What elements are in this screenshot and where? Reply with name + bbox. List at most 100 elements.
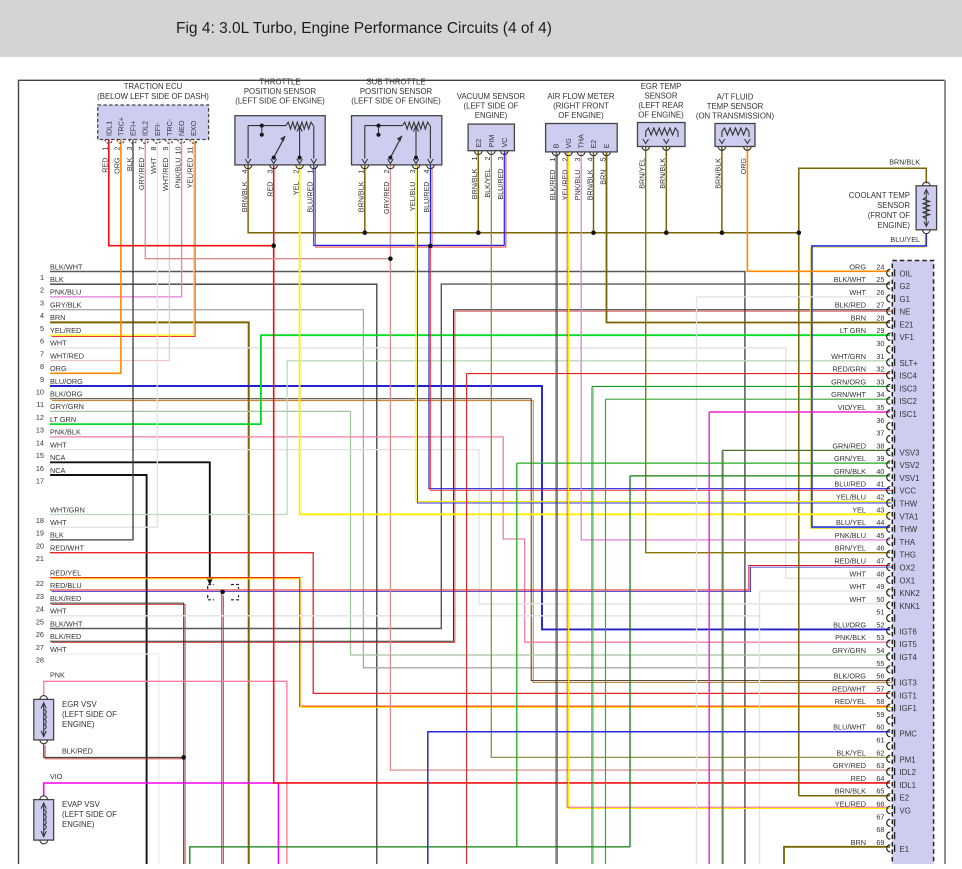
svg-text:6: 6 (40, 337, 44, 346)
svg-text:BRN: BRN (50, 313, 65, 322)
svg-text:30: 30 (876, 339, 884, 348)
svg-text:BRN: BRN (851, 838, 866, 847)
svg-text:BLK/RED: BLK/RED (62, 747, 93, 756)
svg-text:BRN/BLK: BRN/BLK (585, 169, 594, 200)
svg-text:60: 60 (876, 723, 884, 732)
svg-text:WHT: WHT (50, 339, 67, 348)
svg-text:BLK: BLK (50, 531, 64, 540)
svg-text:15: 15 (36, 451, 44, 460)
svg-text:VC: VC (500, 138, 509, 148)
svg-text:44: 44 (876, 518, 884, 527)
svg-text:4: 4 (240, 170, 249, 174)
svg-text:YEL/RED: YEL/RED (835, 800, 866, 809)
svg-text:VACUUM SENSOR: VACUUM SENSOR (457, 92, 526, 101)
svg-text:SENSOR: SENSOR (645, 92, 678, 101)
svg-text:1: 1 (306, 170, 315, 174)
svg-text:KNK1: KNK1 (900, 602, 920, 611)
svg-text:Fig 4: 3.0L Turbo, Engine Perf: Fig 4: 3.0L Turbo, Engine Performance Ci… (176, 20, 552, 37)
svg-text:GRN/BLK: GRN/BLK (834, 467, 866, 476)
svg-text:SENSOR: SENSOR (877, 201, 910, 210)
svg-text:EGR VSV: EGR VSV (62, 700, 97, 709)
svg-text:42: 42 (876, 493, 884, 502)
svg-text:PNK/BLK: PNK/BLK (835, 633, 866, 642)
svg-text:PNK/BLU: PNK/BLU (50, 288, 81, 297)
svg-text:BLK/WHT: BLK/WHT (834, 275, 867, 284)
svg-text:3: 3 (40, 298, 44, 307)
svg-text:(LEFT SIDE OF ENGINE): (LEFT SIDE OF ENGINE) (235, 97, 325, 106)
svg-text:37: 37 (876, 429, 884, 438)
svg-text:BRN: BRN (851, 314, 866, 323)
svg-text:BLK/RED: BLK/RED (835, 301, 866, 310)
svg-text:24: 24 (876, 262, 884, 271)
svg-text:A/T FLUID: A/T FLUID (717, 92, 754, 101)
svg-text:IDL2: IDL2 (900, 768, 916, 777)
svg-text:BRN/YEL: BRN/YEL (638, 158, 647, 189)
svg-text:43: 43 (876, 505, 884, 514)
svg-text:GRY/GRN: GRY/GRN (832, 646, 866, 655)
svg-text:9: 9 (161, 147, 170, 151)
svg-text:BLK/WHT: BLK/WHT (50, 619, 83, 628)
svg-text:VIO: VIO (50, 772, 63, 781)
svg-text:WHT: WHT (50, 607, 67, 616)
svg-text:RED/YEL: RED/YEL (835, 697, 866, 706)
svg-text:E1: E1 (900, 845, 910, 854)
svg-text:45: 45 (876, 531, 884, 540)
svg-text:41: 41 (876, 480, 884, 489)
svg-text:BRN/BLK: BRN/BLK (658, 158, 667, 189)
svg-text:BRN/BLK: BRN/BLK (470, 168, 479, 199)
svg-text:GRY/RED: GRY/RED (382, 182, 391, 215)
svg-text:59: 59 (876, 710, 884, 719)
svg-text:IGT3: IGT3 (900, 679, 917, 688)
svg-text:62: 62 (876, 748, 884, 757)
svg-text:20: 20 (36, 541, 44, 550)
svg-text:22: 22 (36, 579, 44, 588)
svg-text:OX2: OX2 (900, 564, 916, 573)
svg-text:ENGINE): ENGINE) (475, 111, 508, 120)
svg-text:KNK2: KNK2 (900, 589, 920, 598)
svg-text:28: 28 (36, 656, 44, 665)
svg-text:GRY/GRN: GRY/GRN (50, 402, 84, 411)
svg-text:BLU/RED: BLU/RED (422, 182, 431, 213)
svg-text:ENGINE): ENGINE) (878, 221, 911, 230)
svg-text:WHT: WHT (50, 645, 67, 654)
svg-text:35: 35 (876, 403, 884, 412)
svg-text:BLK/ORG: BLK/ORG (50, 390, 83, 399)
svg-text:TEMP SENSOR: TEMP SENSOR (707, 102, 764, 111)
svg-text:(LEFT SIDE OF: (LEFT SIDE OF (62, 710, 117, 719)
svg-text:ORG: ORG (849, 262, 866, 271)
svg-text:OF ENGINE): OF ENGINE) (558, 111, 604, 120)
svg-text:NE: NE (900, 308, 911, 317)
svg-text:17: 17 (36, 477, 44, 486)
svg-text:53: 53 (876, 633, 884, 642)
svg-text:51: 51 (876, 608, 884, 617)
svg-text:BLU/RED: BLU/RED (496, 168, 505, 199)
svg-text:E2: E2 (474, 139, 483, 148)
svg-text:1: 1 (101, 147, 110, 151)
svg-text:GRY/RED: GRY/RED (137, 158, 146, 191)
svg-text:BRN/BLK: BRN/BLK (714, 158, 723, 189)
svg-text:ENGINE): ENGINE) (62, 820, 95, 829)
svg-text:YEL/RED: YEL/RED (50, 326, 81, 335)
svg-text:5: 5 (40, 324, 44, 333)
svg-text:VSV3: VSV3 (900, 448, 920, 457)
svg-text:2: 2 (382, 170, 391, 174)
svg-text:IDL1: IDL1 (900, 781, 916, 790)
svg-text:GRY/BLK: GRY/BLK (50, 301, 82, 310)
svg-text:BRN: BRN (598, 170, 607, 185)
svg-text:34: 34 (876, 390, 884, 399)
svg-text:RED: RED (851, 774, 866, 783)
svg-text:24: 24 (36, 605, 44, 614)
svg-text:EXO: EXO (189, 120, 198, 136)
svg-text:1: 1 (40, 273, 44, 282)
svg-text:27: 27 (36, 643, 44, 652)
svg-text:G2: G2 (900, 282, 910, 291)
svg-text:E: E (602, 144, 611, 149)
svg-text:ORG: ORG (113, 157, 122, 174)
svg-text:38: 38 (876, 441, 884, 450)
svg-text:WHT: WHT (849, 288, 866, 297)
svg-text:VSV1: VSV1 (900, 474, 920, 483)
svg-text:BLK/WHT: BLK/WHT (50, 262, 83, 271)
svg-text:25: 25 (876, 275, 884, 284)
svg-text:RED/WHT: RED/WHT (50, 544, 85, 553)
svg-text:69: 69 (876, 838, 884, 847)
